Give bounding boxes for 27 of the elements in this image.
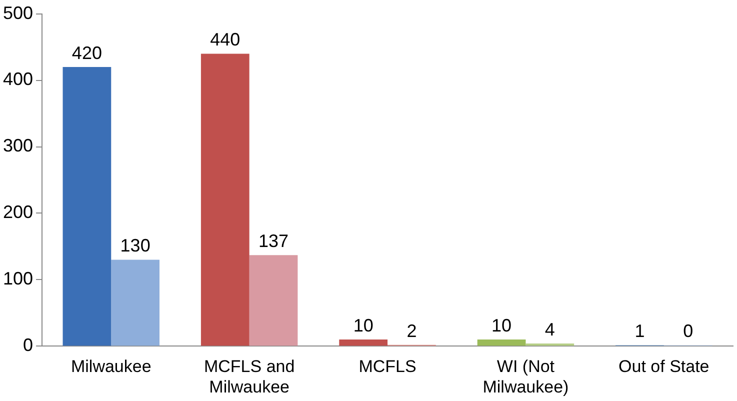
x-tick-label: MCFLS and Milwaukee <box>204 357 295 396</box>
y-tick-label: 500 <box>2 2 34 23</box>
data-label: 420 <box>72 42 102 63</box>
bar <box>200 54 250 346</box>
data-label: 10 <box>353 316 374 336</box>
data-label: 130 <box>120 236 150 256</box>
data-label: 10 <box>492 316 512 336</box>
bar <box>339 340 388 346</box>
y-tick-label: 200 <box>2 202 34 222</box>
bar <box>477 340 526 346</box>
x-tick-label: WI (Not Milwaukee) <box>482 357 569 396</box>
data-label: 4 <box>544 320 555 340</box>
bar <box>249 255 298 346</box>
y-tick-label: 300 <box>2 136 34 156</box>
y-tick-label: 0 <box>23 335 34 356</box>
x-tick-label: MCFLS <box>358 357 416 376</box>
x-tick-label: Milwaukee <box>70 357 152 376</box>
x-tick-label: Out of State <box>618 357 710 376</box>
data-label: 137 <box>258 231 289 252</box>
data-label: 2 <box>406 320 417 341</box>
data-label: 1 <box>634 321 645 342</box>
y-tick-label: 400 <box>2 69 34 90</box>
y-tick-label: 100 <box>2 268 34 289</box>
bar <box>111 260 160 346</box>
data-label: 440 <box>210 30 240 50</box>
data-label: 0 <box>683 321 694 342</box>
bar <box>62 66 112 346</box>
